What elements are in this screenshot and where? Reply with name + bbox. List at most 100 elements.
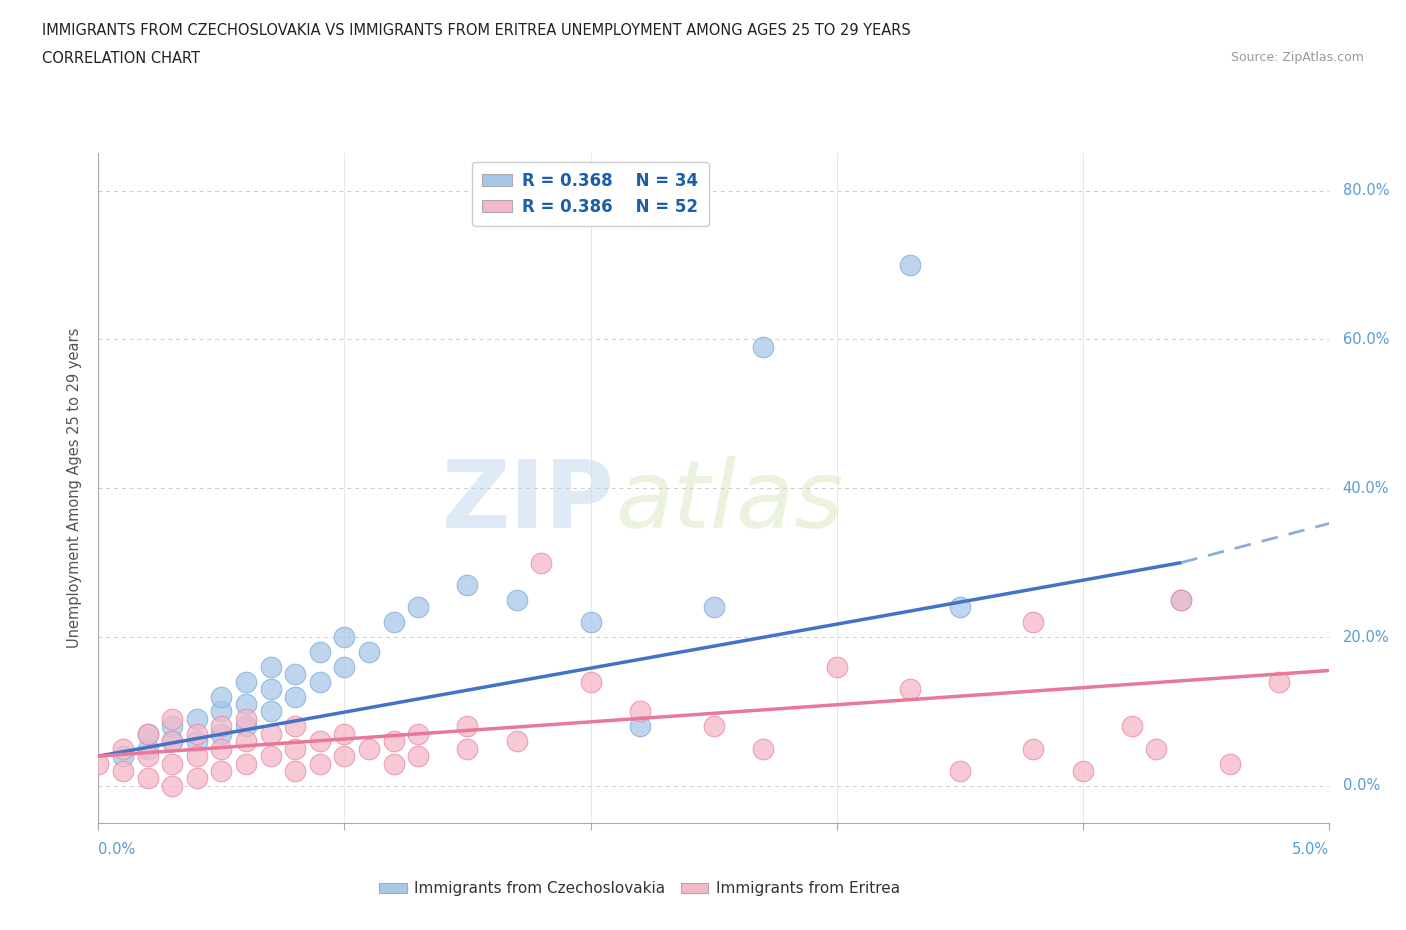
Point: [1170, 592, 1192, 607]
Point: [408, 726, 430, 741]
Point: [112, 764, 135, 778]
Text: 60.0%: 60.0%: [1343, 332, 1389, 347]
Point: [112, 741, 135, 756]
Text: 0.0%: 0.0%: [98, 842, 135, 857]
Point: [186, 726, 208, 741]
Point: [456, 741, 478, 756]
Point: [186, 711, 208, 726]
Point: [211, 764, 233, 778]
Point: [260, 749, 283, 764]
Point: [235, 719, 257, 734]
Text: Source: ZipAtlas.com: Source: ZipAtlas.com: [1230, 51, 1364, 64]
Point: [1022, 741, 1045, 756]
Point: [136, 726, 159, 741]
Point: [1121, 719, 1143, 734]
Point: [357, 644, 380, 659]
Text: CORRELATION CHART: CORRELATION CHART: [42, 51, 200, 66]
Point: [162, 756, 183, 771]
Point: [1071, 764, 1094, 778]
Point: [211, 719, 233, 734]
Point: [235, 674, 257, 689]
Text: 5.0%: 5.0%: [1292, 842, 1329, 857]
Point: [162, 734, 183, 749]
Point: [136, 726, 159, 741]
Point: [579, 674, 602, 689]
Point: [309, 674, 332, 689]
Point: [162, 719, 183, 734]
Text: ZIP: ZIP: [443, 456, 616, 548]
Legend: Immigrants from Czechoslovakia, Immigrants from Eritrea: Immigrants from Czechoslovakia, Immigran…: [373, 875, 907, 902]
Point: [1170, 592, 1192, 607]
Point: [408, 749, 430, 764]
Point: [752, 741, 775, 756]
Point: [309, 756, 332, 771]
Point: [211, 704, 233, 719]
Point: [333, 630, 356, 644]
Point: [357, 741, 380, 756]
Point: [136, 749, 159, 764]
Point: [506, 734, 529, 749]
Point: [211, 726, 233, 741]
Point: [333, 659, 356, 674]
Point: [186, 771, 208, 786]
Point: [382, 615, 405, 630]
Point: [235, 756, 257, 771]
Point: [284, 719, 307, 734]
Text: IMMIGRANTS FROM CZECHOSLOVAKIA VS IMMIGRANTS FROM ERITREA UNEMPLOYMENT AMONG AGE: IMMIGRANTS FROM CZECHOSLOVAKIA VS IMMIGR…: [42, 23, 911, 38]
Point: [456, 719, 478, 734]
Point: [186, 749, 208, 764]
Point: [628, 704, 651, 719]
Point: [260, 659, 283, 674]
Point: [1144, 741, 1167, 756]
Text: 80.0%: 80.0%: [1343, 183, 1389, 198]
Point: [136, 771, 159, 786]
Point: [382, 756, 405, 771]
Point: [1022, 615, 1045, 630]
Point: [260, 704, 283, 719]
Point: [260, 682, 283, 697]
Point: [235, 711, 257, 726]
Point: [186, 734, 208, 749]
Point: [506, 592, 529, 607]
Point: [628, 719, 651, 734]
Point: [825, 659, 848, 674]
Point: [235, 734, 257, 749]
Point: [211, 741, 233, 756]
Point: [703, 600, 725, 615]
Point: [949, 764, 972, 778]
Point: [1268, 674, 1291, 689]
Point: [284, 764, 307, 778]
Point: [900, 258, 922, 272]
Point: [211, 689, 233, 704]
Point: [456, 578, 478, 592]
Point: [284, 667, 307, 682]
Point: [235, 697, 257, 711]
Point: [136, 741, 159, 756]
Text: atlas: atlas: [616, 456, 844, 547]
Text: 0.0%: 0.0%: [1343, 778, 1379, 793]
Point: [333, 726, 356, 741]
Point: [260, 726, 283, 741]
Point: [284, 689, 307, 704]
Point: [112, 749, 135, 764]
Point: [408, 600, 430, 615]
Point: [162, 734, 183, 749]
Point: [87, 756, 110, 771]
Point: [309, 644, 332, 659]
Point: [382, 734, 405, 749]
Point: [1219, 756, 1241, 771]
Point: [949, 600, 972, 615]
Text: 20.0%: 20.0%: [1343, 630, 1389, 644]
Point: [579, 615, 602, 630]
Point: [162, 778, 183, 793]
Point: [530, 555, 553, 570]
Point: [284, 741, 307, 756]
Point: [309, 734, 332, 749]
Y-axis label: Unemployment Among Ages 25 to 29 years: Unemployment Among Ages 25 to 29 years: [67, 328, 83, 648]
Point: [162, 711, 183, 726]
Point: [752, 339, 775, 354]
Text: 40.0%: 40.0%: [1343, 481, 1389, 496]
Point: [900, 682, 922, 697]
Point: [703, 719, 725, 734]
Point: [333, 749, 356, 764]
